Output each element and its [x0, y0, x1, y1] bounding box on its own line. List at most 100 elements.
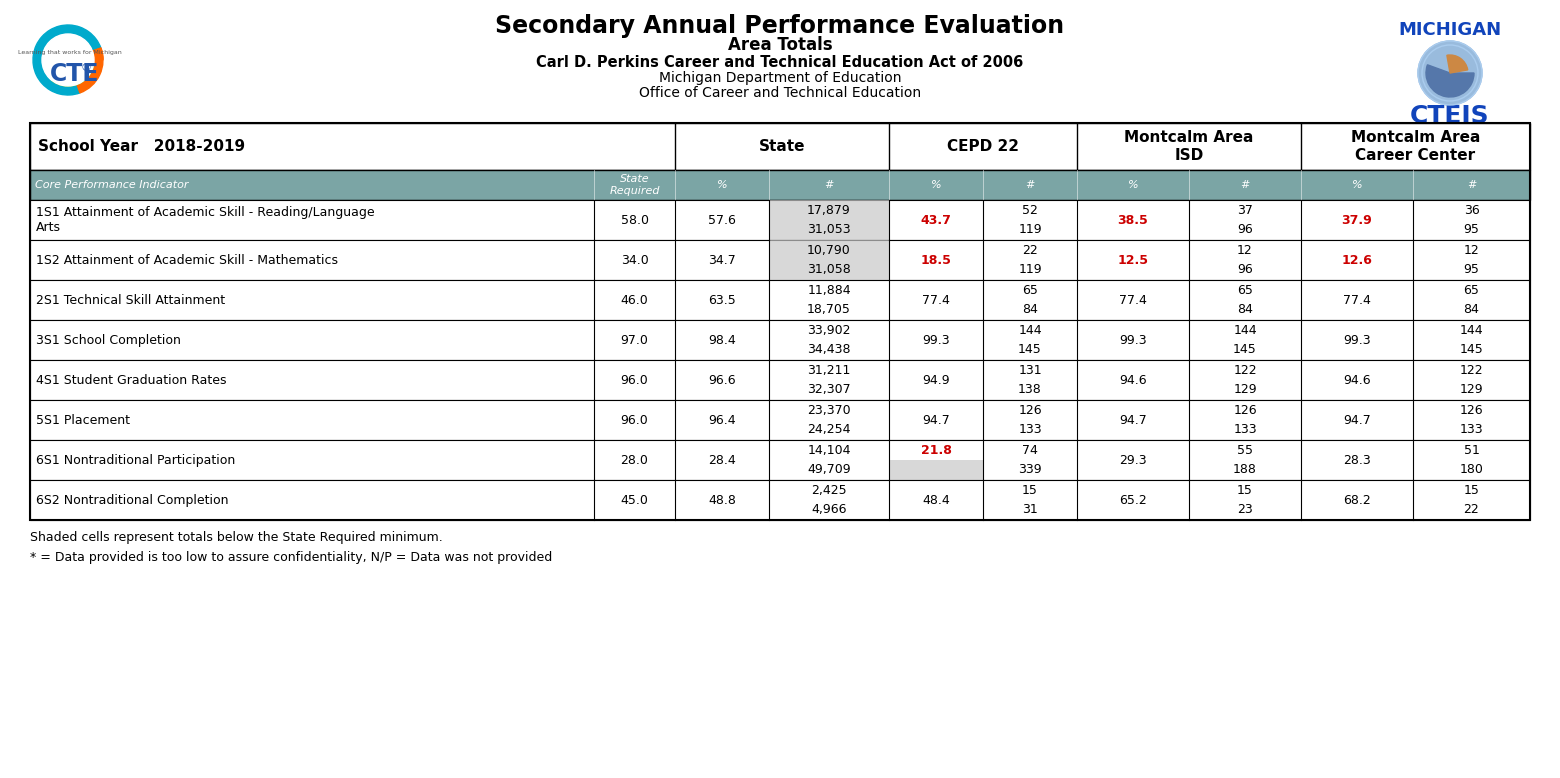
Text: 22: 22 — [1463, 503, 1479, 516]
Text: 22: 22 — [1022, 244, 1037, 257]
Bar — [769, 240, 889, 280]
Wedge shape — [51, 65, 94, 86]
Text: 180: 180 — [1460, 463, 1484, 476]
Text: 96.0: 96.0 — [621, 413, 649, 426]
Text: CEPD 22: CEPD 22 — [947, 139, 1019, 154]
Text: School Year   2018-2019: School Year 2018-2019 — [37, 139, 245, 154]
Text: Michigan Department of Education: Michigan Department of Education — [658, 71, 902, 85]
Text: 37: 37 — [1237, 204, 1253, 217]
Text: 38.5: 38.5 — [1117, 213, 1148, 226]
Text: 94.9: 94.9 — [922, 373, 950, 387]
Text: #: # — [1025, 180, 1034, 190]
Text: 1S2 Attainment of Academic Skill - Mathematics: 1S2 Attainment of Academic Skill - Mathe… — [36, 254, 339, 267]
Text: 36: 36 — [1463, 204, 1479, 217]
Text: 34,438: 34,438 — [807, 343, 850, 356]
Bar — [30, 480, 1530, 520]
Text: 95: 95 — [1463, 223, 1479, 236]
Text: 18,705: 18,705 — [807, 303, 850, 316]
Text: 133: 133 — [1460, 423, 1484, 436]
Bar — [30, 200, 1530, 240]
Text: 94.6: 94.6 — [1343, 373, 1371, 387]
Text: 21.8: 21.8 — [920, 444, 952, 457]
Text: 3S1 School Completion: 3S1 School Completion — [36, 334, 181, 346]
Text: 17,879: 17,879 — [807, 204, 850, 217]
Text: 74: 74 — [1022, 444, 1037, 457]
Text: 15: 15 — [1463, 484, 1479, 497]
Text: %: % — [1351, 180, 1362, 190]
Text: 84: 84 — [1237, 303, 1253, 316]
Text: 43.7: 43.7 — [920, 213, 952, 226]
Text: ®: ® — [80, 63, 90, 73]
Text: 37.9: 37.9 — [1342, 213, 1373, 226]
Bar — [30, 280, 1530, 320]
Text: 1S1 Attainment of Academic Skill - Reading/Language
Arts: 1S1 Attainment of Academic Skill - Readi… — [36, 206, 374, 234]
Text: 96: 96 — [1237, 263, 1253, 276]
Text: 48.8: 48.8 — [708, 493, 736, 506]
Text: 24,254: 24,254 — [807, 423, 850, 436]
Text: 31,058: 31,058 — [807, 263, 850, 276]
Text: 15: 15 — [1237, 484, 1253, 497]
Text: #: # — [824, 180, 833, 190]
Text: 4S1 Student Graduation Rates: 4S1 Student Graduation Rates — [36, 373, 226, 387]
Wedge shape — [76, 48, 103, 93]
Text: 31,211: 31,211 — [808, 364, 850, 377]
Text: 126: 126 — [1019, 404, 1042, 417]
Text: 77.4: 77.4 — [922, 293, 950, 307]
Text: 188: 188 — [1232, 463, 1257, 476]
Text: 29.3: 29.3 — [1119, 454, 1147, 467]
Text: 12: 12 — [1463, 244, 1479, 257]
Text: 23: 23 — [1237, 503, 1253, 516]
Bar — [30, 123, 1530, 520]
Text: 28.4: 28.4 — [708, 454, 736, 467]
Text: MICHIGAN: MICHIGAN — [1398, 21, 1502, 39]
Text: 11,884: 11,884 — [807, 284, 850, 297]
Text: 2S1 Technical Skill Attainment: 2S1 Technical Skill Attainment — [36, 293, 225, 307]
Text: CTE: CTE — [50, 62, 100, 86]
Text: 77.4: 77.4 — [1119, 293, 1147, 307]
Text: %: % — [716, 180, 727, 190]
Text: Montcalm Area
Career Center: Montcalm Area Career Center — [1351, 130, 1480, 163]
Text: 48.4: 48.4 — [922, 493, 950, 506]
Text: 145: 145 — [1019, 343, 1042, 356]
Text: 46.0: 46.0 — [621, 293, 649, 307]
Text: 119: 119 — [1019, 223, 1042, 236]
Text: 65: 65 — [1237, 284, 1253, 297]
Text: 77.4: 77.4 — [1343, 293, 1371, 307]
Text: State: State — [758, 139, 805, 154]
Text: 15: 15 — [1022, 484, 1037, 497]
Text: Carl D. Perkins Career and Technical Education Act of 2006: Carl D. Perkins Career and Technical Edu… — [537, 54, 1023, 69]
Text: 28.0: 28.0 — [621, 454, 649, 467]
Text: 138: 138 — [1019, 383, 1042, 396]
Text: 68.2: 68.2 — [1343, 493, 1371, 506]
Text: Office of Career and Technical Education: Office of Career and Technical Education — [640, 86, 920, 100]
Text: 131: 131 — [1019, 364, 1042, 377]
Text: 145: 145 — [1460, 343, 1484, 356]
Text: Area Totals: Area Totals — [727, 36, 833, 54]
Bar — [30, 170, 1530, 200]
Text: 122: 122 — [1460, 364, 1484, 377]
Text: CTEIS: CTEIS — [1410, 104, 1490, 128]
Wedge shape — [1446, 55, 1468, 73]
Text: 31,053: 31,053 — [807, 223, 850, 236]
Text: * = Data provided is too low to assure confidentiality, N/P = Data was not provi: * = Data provided is too low to assure c… — [30, 552, 552, 565]
Text: 6S2 Nontraditional Completion: 6S2 Nontraditional Completion — [36, 493, 228, 506]
Text: 45.0: 45.0 — [621, 493, 649, 506]
Text: 94.7: 94.7 — [1343, 413, 1371, 426]
Text: Core Performance Indicator: Core Performance Indicator — [34, 180, 189, 190]
Text: 6S1 Nontraditional Participation: 6S1 Nontraditional Participation — [36, 454, 236, 467]
Text: 12.6: 12.6 — [1342, 254, 1373, 267]
Text: Learning that works for Michigan: Learning that works for Michigan — [19, 50, 122, 54]
Text: 96.4: 96.4 — [708, 413, 736, 426]
Text: 126: 126 — [1460, 404, 1484, 417]
Text: 28.3: 28.3 — [1343, 454, 1371, 467]
Text: 84: 84 — [1022, 303, 1037, 316]
Text: 63.5: 63.5 — [708, 293, 736, 307]
Text: 2,425: 2,425 — [811, 484, 847, 497]
Text: 133: 133 — [1019, 423, 1042, 436]
Bar — [30, 400, 1530, 440]
Text: #: # — [1240, 180, 1250, 190]
Text: 126: 126 — [1234, 404, 1257, 417]
Text: 49,709: 49,709 — [807, 463, 850, 476]
Text: 99.3: 99.3 — [1343, 334, 1371, 346]
Text: 96.0: 96.0 — [621, 373, 649, 387]
